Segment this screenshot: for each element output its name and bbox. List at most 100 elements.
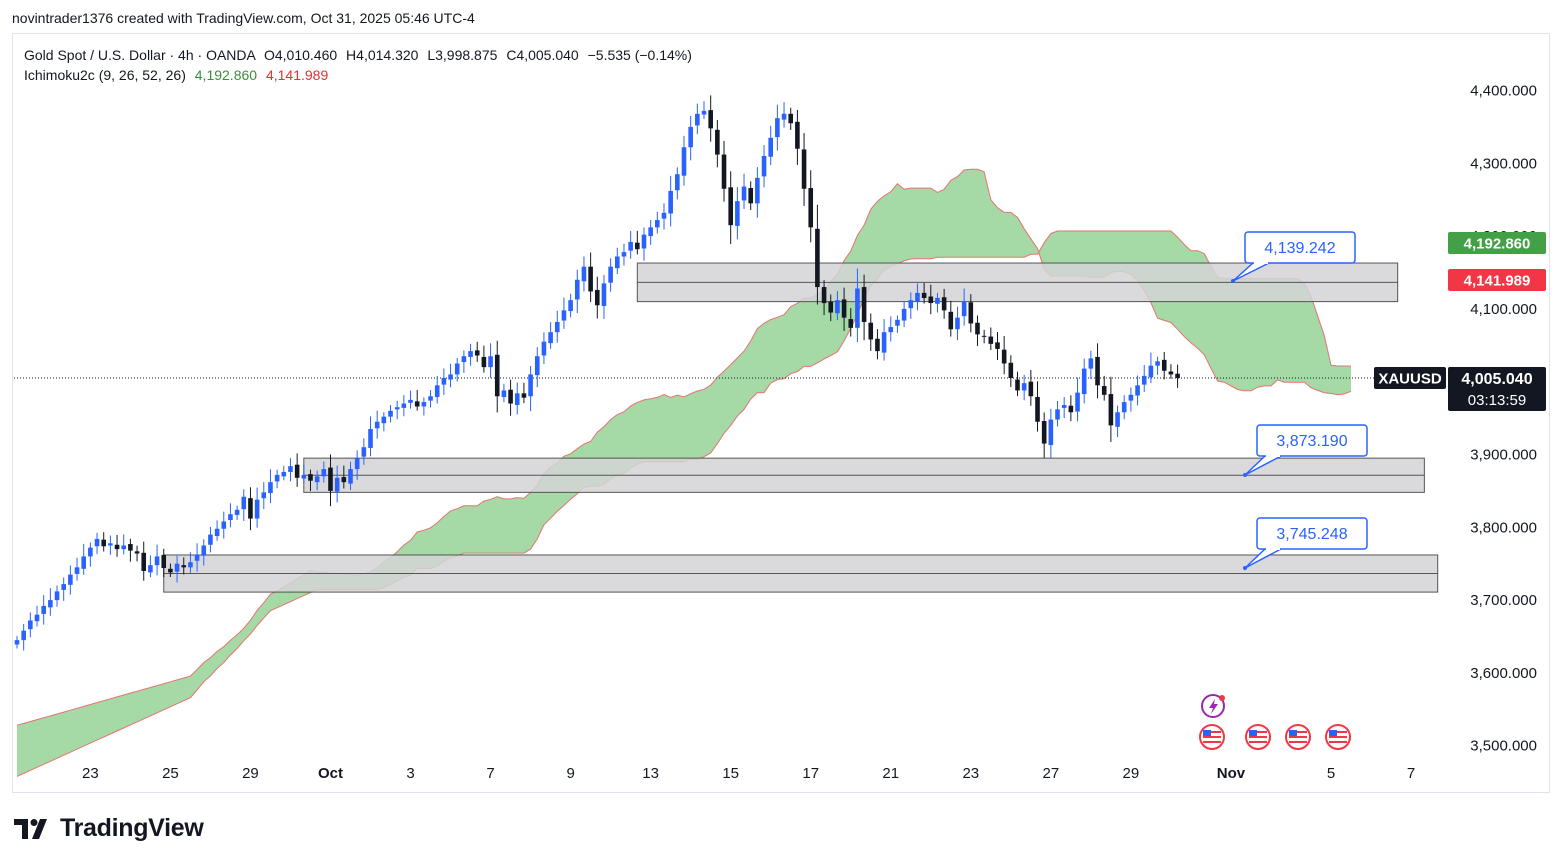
candle[interactable]	[821, 280, 827, 316]
candle[interactable]	[368, 416, 373, 457]
candle[interactable]	[1001, 336, 1007, 375]
candle[interactable]	[541, 332, 547, 365]
candle[interactable]	[921, 282, 927, 304]
candle[interactable]	[808, 170, 814, 243]
event-icon-us-flag[interactable]	[1245, 724, 1271, 750]
candle[interactable]	[888, 316, 894, 342]
candle[interactable]	[268, 469, 273, 504]
candle[interactable]	[41, 595, 46, 625]
candle[interactable]	[675, 167, 680, 200]
candle[interactable]	[1035, 381, 1040, 432]
candle[interactable]	[421, 397, 427, 416]
candle[interactable]	[728, 171, 733, 245]
candle[interactable]	[1161, 352, 1167, 380]
candle[interactable]	[121, 534, 127, 555]
candle[interactable]	[1081, 358, 1087, 404]
candle[interactable]	[494, 340, 500, 413]
candle[interactable]	[981, 329, 987, 344]
candle[interactable]	[1068, 395, 1074, 422]
candle[interactable]	[721, 140, 727, 202]
candle[interactable]	[875, 329, 880, 360]
candle[interactable]	[454, 357, 460, 382]
candle[interactable]	[835, 291, 840, 321]
candle[interactable]	[935, 292, 940, 313]
current-price-tag[interactable]: 4,005.040 03:13:59	[1448, 367, 1546, 412]
candle[interactable]	[248, 487, 253, 531]
candle[interactable]	[661, 203, 667, 230]
candle[interactable]	[908, 292, 914, 319]
candle[interactable]	[901, 301, 907, 328]
candle[interactable]	[114, 534, 120, 557]
candle[interactable]	[28, 612, 33, 638]
candle[interactable]	[221, 511, 227, 539]
candle[interactable]	[635, 230, 640, 255]
candle[interactable]	[941, 288, 947, 319]
candle[interactable]	[468, 343, 473, 366]
candle[interactable]	[168, 563, 173, 577]
span-b-price-tag[interactable]: 4,141.989	[1448, 269, 1546, 291]
candle[interactable]	[628, 231, 633, 259]
candle[interactable]	[288, 458, 293, 482]
candle[interactable]	[354, 450, 360, 480]
candle[interactable]	[108, 535, 113, 555]
candle[interactable]	[554, 310, 560, 343]
candle[interactable]	[601, 274, 607, 319]
candle[interactable]	[961, 288, 967, 326]
candle[interactable]	[481, 345, 487, 373]
candle[interactable]	[241, 489, 247, 521]
candle[interactable]	[234, 505, 240, 520]
candle[interactable]	[528, 366, 533, 412]
candle[interactable]	[841, 287, 847, 331]
candle[interactable]	[815, 204, 820, 305]
candle[interactable]	[828, 294, 834, 322]
candle[interactable]	[588, 252, 593, 302]
candle[interactable]	[228, 503, 233, 528]
candle[interactable]	[321, 461, 327, 483]
candle[interactable]	[294, 453, 300, 487]
candle[interactable]	[274, 469, 280, 489]
candle[interactable]	[548, 322, 553, 349]
candle[interactable]	[254, 487, 260, 528]
candle[interactable]	[521, 382, 527, 404]
price-callout[interactable]: 3,745.248	[1243, 517, 1368, 570]
candle[interactable]	[761, 145, 767, 188]
candle[interactable]	[128, 538, 133, 562]
candle[interactable]	[608, 258, 613, 292]
candle[interactable]	[955, 306, 960, 341]
symbol-price-tag[interactable]: XAUUSD	[1374, 367, 1446, 390]
candle[interactable]	[855, 268, 860, 343]
candle[interactable]	[441, 368, 447, 395]
candle[interactable]	[715, 119, 720, 168]
candle[interactable]	[881, 319, 887, 361]
candle[interactable]	[1168, 364, 1174, 379]
candle[interactable]	[1008, 355, 1014, 387]
candle[interactable]	[995, 332, 1000, 361]
candle[interactable]	[681, 135, 687, 186]
candle[interactable]	[194, 543, 200, 572]
indicator-legend-row[interactable]: Ichimoku2c (9, 26, 52, 26) 4,192.860 4,1…	[24, 65, 692, 85]
candle[interactable]	[1108, 376, 1114, 442]
candle[interactable]	[181, 557, 187, 575]
candle[interactable]	[1155, 356, 1160, 375]
candle[interactable]	[975, 315, 980, 347]
price-callout[interactable]: 3,873.190	[1243, 424, 1368, 477]
candle[interactable]	[161, 548, 167, 578]
candle[interactable]	[348, 461, 353, 491]
candle[interactable]	[1088, 350, 1094, 380]
candle[interactable]	[448, 363, 453, 388]
candle[interactable]	[968, 294, 974, 333]
candle[interactable]	[281, 465, 287, 481]
candle[interactable]	[688, 115, 693, 161]
candle[interactable]	[401, 395, 407, 417]
candle[interactable]	[695, 103, 700, 135]
candle[interactable]	[14, 636, 20, 649]
candle[interactable]	[868, 313, 874, 351]
candle[interactable]	[1048, 408, 1054, 458]
candle[interactable]	[788, 107, 794, 130]
candle[interactable]	[775, 104, 780, 151]
candle[interactable]	[361, 438, 367, 465]
price-callout[interactable]: 4,139.242	[1231, 231, 1356, 283]
candle[interactable]	[861, 274, 867, 341]
candle[interactable]	[581, 256, 587, 292]
